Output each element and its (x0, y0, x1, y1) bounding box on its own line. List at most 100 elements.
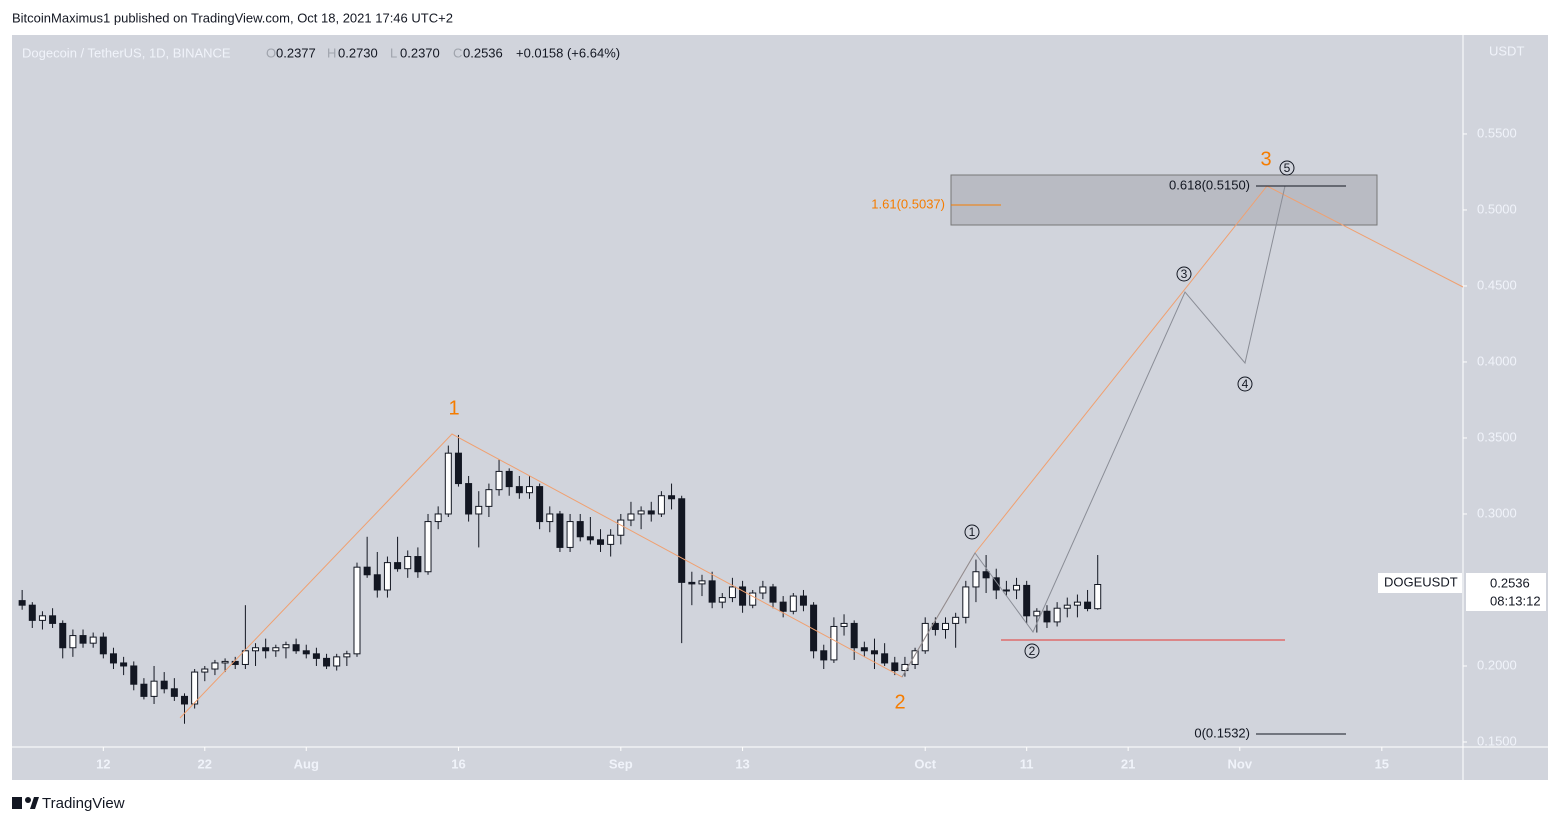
candle-body (89, 636, 97, 644)
x-tick-label: Sep (609, 756, 633, 771)
candle-body (59, 622, 67, 649)
candle-body (657, 495, 665, 515)
candle-body (302, 650, 310, 655)
y-tick-label: 0.5500 (1477, 125, 1517, 140)
candle-body (911, 650, 919, 665)
x-tick-label: 22 (198, 756, 212, 771)
candle-body (170, 688, 178, 697)
candle-body (1063, 604, 1071, 609)
ohlc-header: O 0.2377 H 0.2730 L 0.2370 C 0.2536 +0.0… (266, 45, 620, 60)
candle-body (515, 486, 523, 494)
candle-body (546, 513, 554, 523)
candle-body (353, 566, 361, 655)
last-price: 0.2536 (1490, 575, 1530, 590)
candle-body (860, 647, 868, 652)
circle (1024, 643, 1040, 659)
candle-body (1053, 607, 1061, 623)
candle-body (434, 513, 442, 523)
candle-body (191, 671, 199, 705)
y-tick-label: 0.3000 (1477, 505, 1517, 520)
wave-label: 2 (894, 691, 905, 713)
candle-body (1094, 584, 1102, 610)
candle-body (850, 622, 858, 649)
candle-body (840, 622, 848, 627)
candle-body (1002, 589, 1010, 592)
candle-body (201, 668, 209, 673)
wave-label: 1 (448, 397, 459, 419)
candle-body (881, 653, 889, 664)
candle-body (576, 521, 584, 538)
candle-body (566, 521, 574, 548)
candle-body (38, 615, 46, 621)
sub-label: 2 (1029, 644, 1036, 658)
candle-body (99, 636, 107, 655)
candle-body (749, 592, 757, 606)
candle-body (799, 595, 807, 606)
candle-body (414, 556, 422, 573)
candle-body (454, 452, 462, 485)
candle-body (282, 644, 290, 649)
fib-618-label: 0.618(0.5150) (1169, 177, 1250, 192)
candle-body (820, 650, 828, 661)
x-tick-label: 12 (96, 756, 110, 771)
candle-body (647, 510, 655, 515)
change: +0.0158 (+6.64%) (516, 45, 620, 60)
x-tick-label: 11 (1020, 756, 1034, 771)
candle-body (1013, 584, 1021, 591)
logo-mark (12, 797, 22, 809)
candle-body (1023, 584, 1031, 617)
candle-body (972, 571, 980, 588)
y-tick-label: 0.2000 (1477, 657, 1517, 672)
candle-body (160, 680, 168, 690)
footer-brand: TradingView (42, 795, 125, 812)
circle (1237, 376, 1253, 392)
candle-body (140, 683, 148, 697)
candle-body (982, 571, 990, 579)
candle-body (1073, 601, 1081, 606)
c-key: C (453, 45, 462, 60)
candle-body (28, 604, 36, 621)
logo (12, 797, 39, 809)
candle-body (556, 513, 564, 548)
candle-body (597, 539, 605, 545)
x-tick-label: 13 (735, 756, 749, 771)
circle (964, 524, 980, 540)
candle-body (262, 647, 270, 652)
target-zone (950, 174, 1378, 226)
candle-body (536, 486, 544, 523)
candle-body (272, 647, 280, 652)
candle-body (607, 534, 615, 545)
candle-body (495, 470, 503, 491)
c-val: 0.2536 (463, 45, 503, 60)
candle-body (952, 616, 960, 624)
candle-body (942, 622, 950, 630)
candle-body (333, 656, 341, 667)
candle-body (424, 521, 432, 573)
candle-body (789, 595, 797, 612)
candle-body (109, 653, 117, 664)
candle-body (180, 695, 188, 705)
h-key: H (327, 45, 336, 60)
o-val: 0.2377 (276, 45, 316, 60)
l-key: L (390, 45, 397, 60)
logo-mark (25, 797, 31, 803)
y-tick-label: 0.1500 (1477, 733, 1517, 748)
candle-body (931, 622, 939, 630)
candle-body (49, 615, 57, 624)
price-tag (1466, 573, 1546, 611)
wave-label: 3 (1260, 148, 1271, 170)
candle-body (69, 635, 77, 649)
subwave-path (901, 185, 1286, 678)
candle-body (668, 495, 676, 500)
candle-body (891, 662, 899, 672)
y-tick-label: 0.3500 (1477, 429, 1517, 444)
countdown: 08:13:12 (1490, 593, 1541, 608)
candle-body (698, 580, 706, 585)
candle-body (688, 581, 696, 585)
candle-body (312, 653, 320, 659)
candle-body (241, 650, 249, 665)
x-tick-label: 21 (1121, 756, 1135, 771)
candle-body (130, 665, 138, 685)
